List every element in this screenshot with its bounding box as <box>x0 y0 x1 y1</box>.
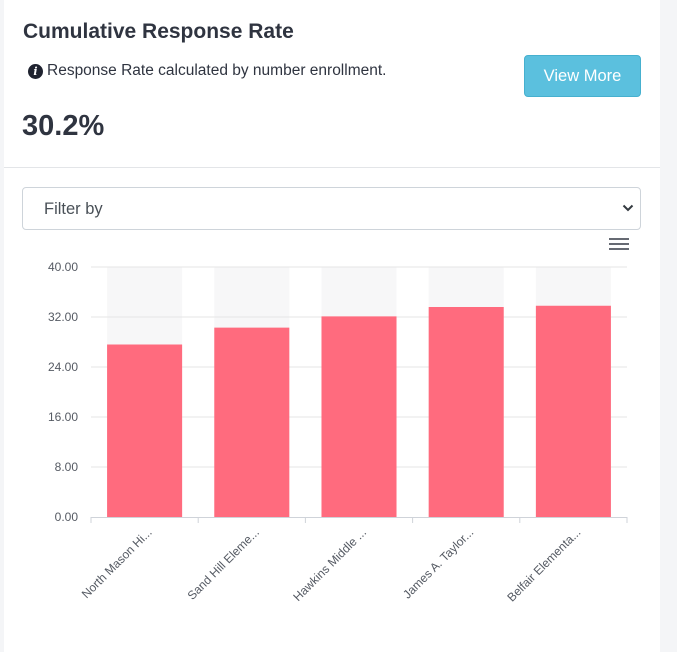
filter-label: Filter by <box>44 200 103 218</box>
x-tick-label: Hawkins Middle ... <box>290 525 369 604</box>
response-rate-value: 30.2% <box>22 110 105 142</box>
info-text: Response Rate calculated by number enrol… <box>47 62 387 79</box>
bar-chart: 0.00 8.00 16.00 24.00 32.00 40.00 North Mason … <box>48 260 628 604</box>
y-tick-label: 32.00 <box>48 310 78 324</box>
hamburger-menu-icon[interactable] <box>609 236 629 252</box>
response-rate-card: Cumulative Response Rate i Response Rate… <box>4 0 660 652</box>
y-tick-label: 40.00 <box>48 260 78 274</box>
bar <box>428 307 504 517</box>
view-more-button[interactable]: View More <box>524 55 641 97</box>
divider <box>4 167 660 168</box>
y-tick-label: 24.00 <box>48 360 78 374</box>
x-tick-label: Belfair Elementa... <box>504 525 583 604</box>
x-tick-label: James A. Taylor... <box>400 525 476 601</box>
y-tick-label: 16.00 <box>48 410 78 424</box>
filter-select[interactable]: Filter by <box>22 187 641 230</box>
bar <box>214 327 290 517</box>
y-tick-label: 0.00 <box>55 510 79 524</box>
bar <box>535 305 611 517</box>
chevron-down-icon <box>622 204 634 212</box>
bar <box>321 316 397 517</box>
card-title: Cumulative Response Rate <box>23 20 294 43</box>
bar <box>107 344 183 517</box>
y-tick-label: 8.00 <box>55 460 79 474</box>
x-tick-label: Sand Hill Eleme... <box>185 525 262 602</box>
info-circle-icon: i <box>28 63 43 79</box>
info-row: i Response Rate calculated by number enr… <box>28 62 386 80</box>
x-tick-label: North Mason Hi... <box>79 525 155 601</box>
